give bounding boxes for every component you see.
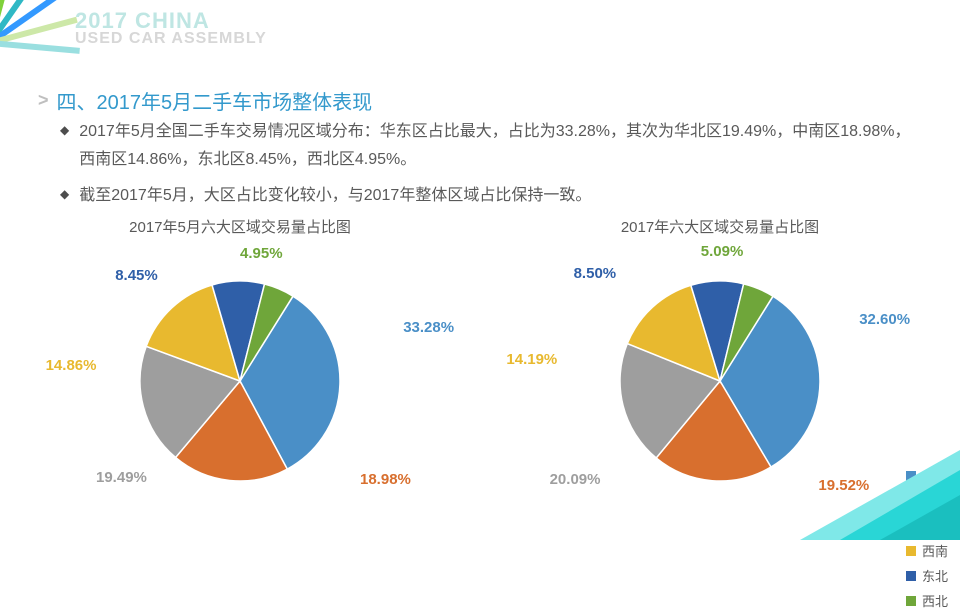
legend-swatch: [906, 546, 916, 556]
legend: 华东中南华北西南东北西北: [906, 466, 948, 616]
legend-item: 中南: [906, 491, 948, 510]
diamond-icon: ◆: [60, 187, 69, 201]
legend-label: 西北: [922, 591, 948, 610]
pie-slice-label: 33.28%: [403, 319, 454, 336]
legend-swatch: [906, 496, 916, 506]
chart-left-pie: 33.28% 18.98% 19.49% 14.86% 8.45% 4.95%: [0, 241, 480, 501]
legend-swatch: [906, 521, 916, 531]
legend-swatch: [906, 571, 916, 581]
pie-slice-label: 8.45%: [115, 267, 158, 284]
legend-label: 华北: [922, 516, 948, 535]
pie-slice-label: 5.09%: [701, 243, 744, 260]
bullet-text: 截至2017年5月，大区占比变化较小，与2017年整体区域占比保持一致。: [79, 182, 591, 210]
bullet-item: ◆ 截至2017年5月，大区占比变化较小，与2017年整体区域占比保持一致。: [60, 182, 920, 210]
legend-swatch: [906, 596, 916, 606]
chart-right-pie: 32.60% 19.52% 20.09% 14.19% 8.50% 5.09%: [480, 241, 960, 501]
pie-slice-label: 14.19%: [506, 351, 557, 368]
legend-item: 西南: [906, 541, 948, 560]
pie-slice-label: 32.60%: [859, 311, 910, 328]
pie-slice-label: 19.49%: [96, 469, 147, 486]
legend-swatch: [906, 471, 916, 481]
legend-item: 西北: [906, 591, 948, 610]
legend-label: 华东: [922, 466, 948, 485]
bullet-list: ◆ 2017年5月全国二手车交易情况区域分布：华东区占比最大，占比为33.28%…: [60, 118, 920, 218]
legend-item: 华东: [906, 466, 948, 485]
chart-left-title: 2017年5月六大区域交易量占比图: [0, 216, 480, 237]
pie-slice-label: 4.95%: [240, 245, 283, 262]
legend-label: 中南: [922, 491, 948, 510]
legend-label: 西南: [922, 541, 948, 560]
legend-item: 华北: [906, 516, 948, 535]
slide-header: 2017 CHINA USED CAR ASSEMBLY: [75, 8, 267, 48]
pie-slice-label: 19.52%: [818, 477, 869, 494]
chevron-icon: >: [38, 90, 49, 111]
pie-slice-label: 18.98%: [360, 471, 411, 488]
diamond-icon: ◆: [60, 123, 69, 137]
pie-slice-label: 20.09%: [550, 471, 601, 488]
chart-left-col: 2017年5月六大区域交易量占比图 33.28% 18.98% 19.49% 14.8…: [0, 216, 480, 540]
charts-row: 2017年5月六大区域交易量占比图 33.28% 18.98% 19.49% 14.8…: [0, 216, 960, 540]
bullet-text: 2017年5月全国二手车交易情况区域分布：华东区占比最大，占比为33.28%，其…: [79, 118, 920, 174]
pie-slice-label: 8.50%: [574, 265, 617, 282]
pie-slice-label: 14.86%: [46, 357, 97, 374]
chart-right-title: 2017年六大区域交易量占比图: [480, 216, 960, 237]
section-title: 四、2017年5月二手车市场整体表现: [57, 86, 373, 115]
header-line2: USED CAR ASSEMBLY: [75, 30, 267, 48]
chart-right-col: 2017年六大区域交易量占比图 32.60% 19.52% 20.09% 14.19%…: [480, 216, 960, 540]
bullet-item: ◆ 2017年5月全国二手车交易情况区域分布：华东区占比最大，占比为33.28%…: [60, 118, 920, 174]
section-title-row: > 四、2017年5月二手车市场整体表现: [38, 86, 372, 115]
legend-label: 东北: [922, 566, 948, 585]
legend-item: 东北: [906, 566, 948, 585]
